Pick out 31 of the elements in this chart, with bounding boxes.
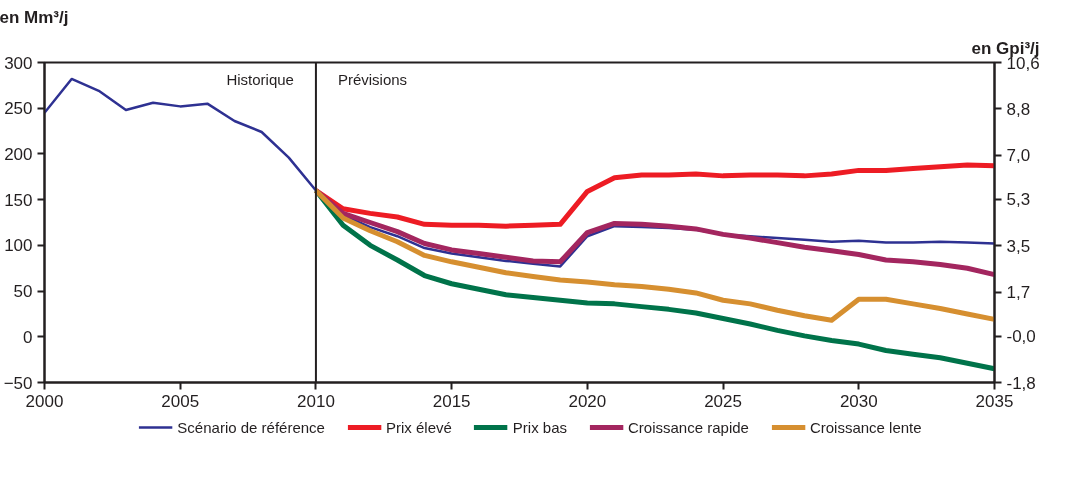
y-tick-label: 200	[4, 144, 33, 164]
legend-label: Scénario de référence	[177, 418, 325, 436]
y-axis-title: en Mm³/j	[0, 7, 69, 27]
y-tick-label: 150	[4, 190, 33, 210]
x-tick-label: 2035	[975, 391, 1014, 411]
y-tick-label: 250	[4, 99, 33, 119]
y2-tick-label: -0,0	[1006, 327, 1036, 347]
x-tick-label: 2000	[25, 391, 64, 411]
y-tick-label: 100	[4, 236, 33, 256]
y2-tick-label: 1,7	[1006, 283, 1031, 303]
x-tick-label: 2010	[297, 391, 335, 411]
y2-tick-label: 5,3	[1006, 190, 1031, 210]
annotation: Prévisions	[337, 70, 408, 88]
y-tick-label: 300	[4, 53, 33, 73]
legend-label: Croissance lente	[809, 418, 922, 436]
y-tick-label: 0	[23, 327, 33, 347]
x-tick-label: 2015	[432, 391, 471, 411]
y2-tick-label: 3,5	[1006, 236, 1031, 256]
legend-label: Prix bas	[512, 418, 567, 436]
y2-tick-label: 8,8	[1006, 99, 1031, 119]
legend-label: Prix élevé	[385, 418, 452, 436]
x-tick-label: 2025	[704, 391, 742, 411]
legend-label: Croissance rapide	[628, 418, 749, 436]
x-tick-label: 2020	[568, 391, 607, 411]
annotation: Historique	[226, 70, 294, 88]
y2-tick-label: 7,0	[1006, 146, 1031, 166]
x-tick-label: 2030	[839, 391, 878, 411]
y-tick-label: −50	[3, 373, 33, 393]
y-tick-label: 50	[13, 282, 33, 302]
y2-tick-label: -1,8	[1006, 373, 1036, 393]
x-tick-label: 2005	[161, 391, 200, 411]
